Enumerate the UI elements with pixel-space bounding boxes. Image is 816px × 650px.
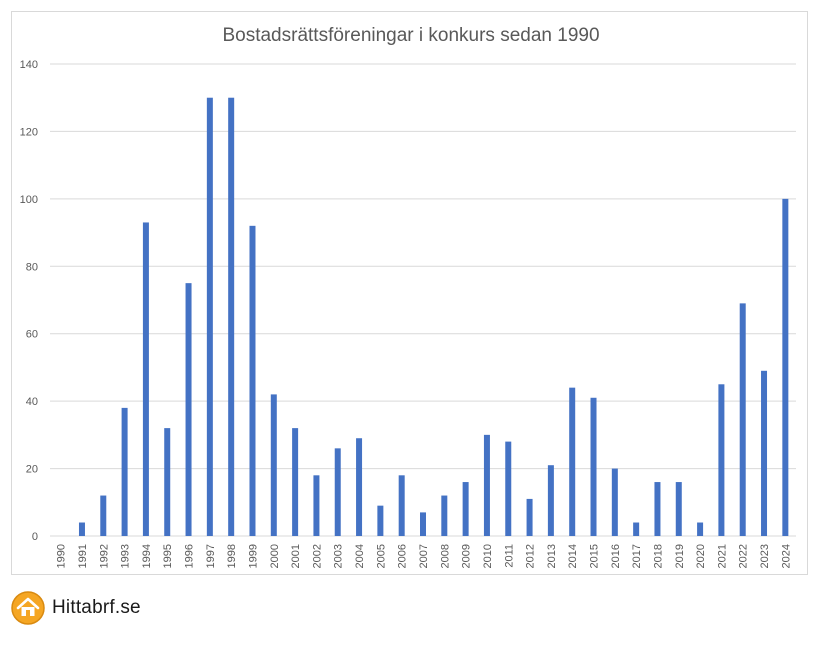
x-tick-label: 2022 (738, 544, 750, 568)
bar-1994 (142, 222, 149, 536)
x-tick-label: 1995 (162, 544, 174, 568)
bar-1996 (185, 283, 192, 536)
x-tick-label: 1998 (226, 544, 238, 568)
x-tick-label: 2017 (631, 544, 643, 568)
chart-title: Bostadsrättsföreningar i konkurs sedan 1… (222, 25, 599, 46)
x-tick-label: 2011 (503, 544, 515, 568)
bar-1991 (78, 522, 85, 536)
x-tick-label: 2012 (525, 544, 537, 568)
x-tick-label: 1994 (141, 544, 153, 568)
bar-2012 (526, 498, 533, 536)
x-tick-label: 2004 (354, 544, 366, 568)
bar-2022 (739, 303, 746, 536)
chart-frame: Bostadsrättsföreningar i konkurs sedan 1… (11, 11, 808, 575)
x-tick-label: 2024 (780, 544, 792, 568)
bar-1999 (249, 225, 256, 537)
x-tick-label: 2002 (311, 544, 323, 568)
x-tick-label: 1991 (77, 544, 89, 568)
bar-2010 (483, 434, 490, 536)
house-logo-icon (11, 591, 45, 625)
bar-1995 (164, 428, 171, 536)
bar-2007 (420, 512, 426, 536)
x-tick-label: 1992 (98, 544, 110, 568)
bar-2024 (782, 198, 789, 536)
bar-2013 (547, 465, 554, 536)
x-tick-label: 2003 (333, 544, 345, 568)
x-tick-label: 2007 (418, 544, 430, 568)
bar-1997 (206, 97, 213, 536)
x-tick-label: 2015 (589, 544, 601, 568)
x-tick-label: 2023 (759, 544, 771, 568)
x-tick-label: 1993 (120, 544, 132, 568)
y-tick-label: 140 (20, 59, 38, 71)
x-tick-label: 2020 (695, 544, 707, 568)
y-tick-label: 40 (26, 396, 38, 408)
x-tick-label: 2005 (375, 544, 387, 568)
x-tick-label: 2006 (397, 544, 409, 568)
y-tick-label: 80 (26, 261, 38, 273)
bar-2005 (377, 505, 384, 536)
bar-2008 (441, 495, 448, 536)
x-tick-label: 2018 (652, 544, 664, 568)
bar-2018 (654, 482, 661, 536)
gridlines (50, 63, 796, 537)
bar-2016 (611, 468, 618, 536)
x-tick-label: 2016 (610, 544, 622, 568)
bars (78, 97, 789, 537)
y-tick-label: 120 (20, 126, 38, 138)
bar-2021 (718, 384, 725, 536)
x-tick-label: 1996 (184, 544, 196, 568)
x-axis-ticks: 1990 1991 1992 1993 1994 1995 1996 1997 1998 1999… (56, 544, 793, 568)
brand-name: Hittabrf.se (52, 597, 141, 618)
x-tick-label: 2010 (482, 544, 494, 568)
x-tick-label: 2014 (567, 544, 579, 568)
x-tick-label: 2001 (290, 544, 302, 568)
y-tick-label: 0 (32, 531, 38, 543)
bar-2023 (761, 370, 768, 536)
x-tick-label: 2000 (269, 544, 281, 568)
x-tick-label: 2013 (546, 544, 558, 568)
brand[interactable]: Hittabrf.se (11, 590, 141, 626)
y-tick-label: 60 (26, 329, 38, 341)
bar-2004 (356, 438, 363, 536)
bar-2003 (334, 448, 341, 536)
bar-2000 (270, 394, 277, 536)
bar-2011 (505, 441, 512, 536)
bar-2015 (590, 397, 597, 536)
bar-2014 (569, 387, 576, 536)
y-tick-label: 100 (20, 194, 38, 206)
x-tick-label: 1999 (247, 544, 259, 568)
y-axis-ticks: 0 20 40 60 80 100 120 140 (20, 59, 38, 543)
bar-2017 (633, 522, 640, 536)
x-tick-label: 2009 (461, 544, 473, 568)
bar-2009 (462, 482, 469, 536)
bar-2020 (697, 522, 704, 536)
x-tick-label: 2019 (674, 544, 686, 568)
bar-2019 (675, 482, 682, 536)
bar-2006 (398, 475, 405, 536)
x-tick-label: 2008 (439, 544, 451, 568)
bar-2001 (292, 428, 299, 536)
bar-2002 (313, 475, 320, 536)
bar-1993 (121, 407, 128, 536)
y-tick-label: 20 (26, 464, 38, 476)
bar-1992 (100, 495, 107, 536)
x-tick-label: 2021 (716, 544, 728, 568)
x-tick-label: 1997 (205, 544, 217, 568)
bar-chart: Bostadsrättsföreningar i konkurs sedan 1… (20, 25, 796, 568)
x-tick-label: 1990 (56, 544, 68, 568)
bar-1998 (228, 97, 235, 536)
